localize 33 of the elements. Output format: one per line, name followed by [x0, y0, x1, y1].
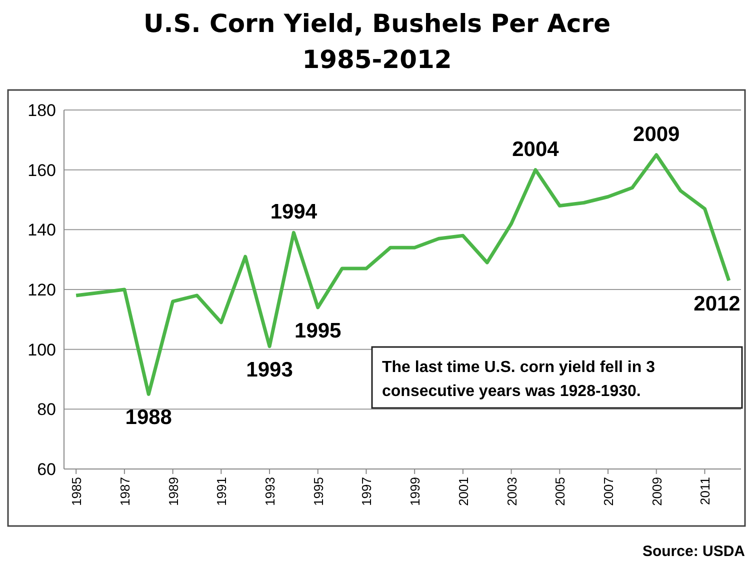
chart-title: U.S. Corn Yield, Bushels Per Acre — [143, 9, 611, 38]
note-box: The last time U.S. corn yield fell in 3 consecutive years was 1928-1930. — [371, 346, 743, 409]
x-tick-label: 2003 — [504, 477, 520, 506]
y-tick-label: 60 — [37, 460, 56, 479]
x-tick-label: 1999 — [408, 477, 423, 506]
annotation: 2004 — [512, 138, 560, 161]
x-tick-label: 1993 — [262, 477, 278, 506]
y-tick-label: 180 — [28, 101, 56, 120]
annotation: 2009 — [633, 122, 680, 146]
y-tick-label: 80 — [37, 400, 56, 420]
chart-subtitle: 1985-2012 — [302, 45, 452, 74]
y-tick-label: 160 — [28, 160, 56, 180]
y-tick-label: 100 — [28, 340, 56, 360]
x-tick-label: 1987 — [117, 477, 132, 506]
x-tick-label: 1995 — [310, 477, 326, 506]
y-tick-label: 120 — [28, 280, 56, 300]
x-tick-label: 2005 — [552, 477, 568, 506]
x-tick-label: 1985 — [69, 477, 84, 506]
annotation: 1995 — [294, 319, 342, 342]
source-note: Source: USDA — [642, 543, 746, 560]
x-tick-label: 1989 — [166, 477, 181, 506]
annotation: 1994 — [270, 200, 318, 224]
x-tick-label: 2001 — [456, 477, 471, 506]
annotation: 2012 — [694, 292, 740, 316]
y-tick-label: 140 — [28, 220, 56, 240]
annotation: The last time U.S. corn yield fell in 3 consecutive years was 1928-1930. — [382, 359, 656, 400]
x-tick-label: 2007 — [601, 477, 616, 506]
x-tick-label: 1991 — [214, 477, 230, 506]
x-tick-label: 2011 — [698, 477, 713, 505]
annotation: 1988 — [125, 406, 172, 430]
x-tick-label: 2009 — [649, 477, 664, 506]
annotation: 1993 — [246, 358, 293, 382]
x-tick-label: 1997 — [359, 477, 374, 506]
